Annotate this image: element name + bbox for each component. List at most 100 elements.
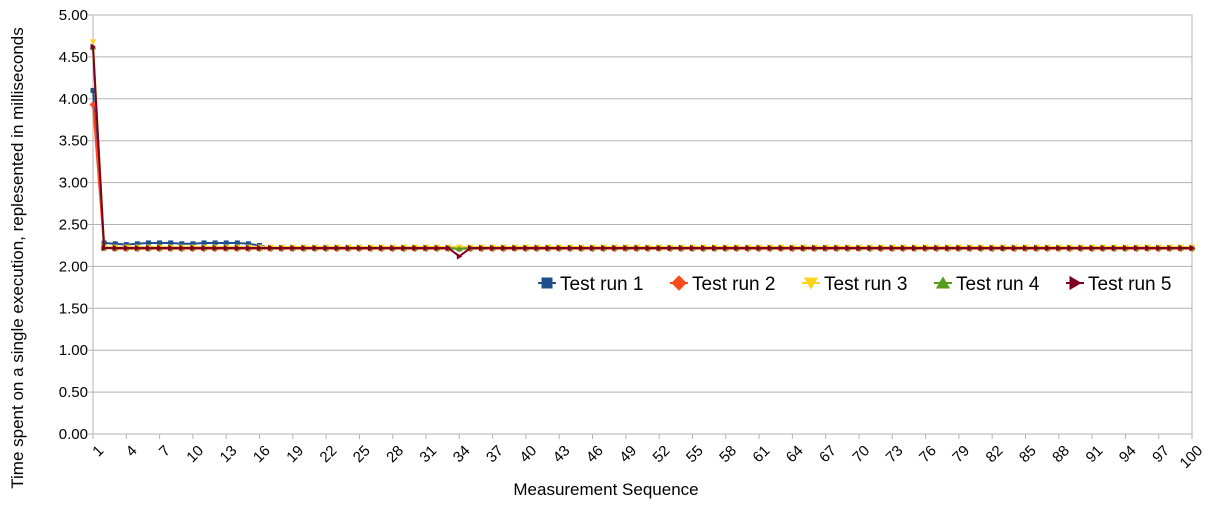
y-tick-label: 5.00 [59, 7, 88, 24]
x-tick-label: 64 [783, 442, 807, 466]
data-point [157, 240, 163, 246]
legend-marker [935, 276, 951, 289]
y-tick-label: 0.50 [59, 384, 88, 401]
x-tick-label: 10 [183, 442, 207, 466]
x-tick-label: 88 [1049, 442, 1073, 466]
y-tick-label: 2.50 [59, 217, 88, 234]
x-tick-label: 43 [550, 442, 574, 466]
data-point [823, 244, 829, 252]
data-point [223, 240, 229, 246]
x-tick-label: 67 [816, 442, 840, 466]
x-tick-label: 49 [616, 442, 640, 466]
data-point [201, 240, 207, 246]
data-point [123, 244, 130, 252]
x-tick-label: 73 [883, 442, 907, 466]
data-point [967, 244, 973, 252]
data-point [212, 244, 219, 252]
legend: Test run 1 Test run 2 Test run 3 Test run 4… [538, 274, 1171, 295]
data-point [223, 244, 230, 252]
x-tick-label: 7 [156, 442, 174, 460]
data-point [423, 244, 430, 252]
data-point [146, 240, 152, 246]
legend-label: Test run 1 [560, 274, 643, 295]
x-tick-label: 85 [1016, 442, 1040, 466]
legend-label: Test run 2 [692, 274, 775, 295]
legend-item: Test run 3 [802, 274, 907, 295]
y-tick-label: 1.50 [59, 300, 88, 317]
data-point [645, 244, 652, 252]
y-tick-label: 2.00 [59, 258, 88, 275]
series-line [92, 104, 1192, 250]
data-point [512, 244, 518, 252]
legend-label: Test run 5 [1088, 274, 1171, 295]
series-3 [89, 39, 1196, 251]
x-tick-label: 76 [916, 442, 940, 466]
legend-item: Test run 1 [538, 274, 643, 295]
data-point [456, 253, 463, 260]
data-point [90, 87, 96, 93]
data-point [656, 244, 663, 252]
legend-marker [1069, 275, 1082, 291]
data-point [479, 244, 485, 252]
data-point [934, 244, 940, 252]
y-tick-label: 3.50 [59, 133, 88, 150]
data-point [89, 101, 97, 109]
data-point [212, 240, 218, 246]
y-gridlines [88, 14, 1192, 435]
series-line [92, 46, 1192, 250]
data-point [112, 244, 119, 252]
x-tick-label: 1 [89, 442, 107, 460]
data-point [778, 244, 785, 252]
data-point [490, 244, 496, 252]
x-tick-label: 34 [450, 442, 474, 466]
x-tick-label: 31 [416, 442, 440, 466]
data-point [989, 244, 996, 252]
x-tick-label: 82 [983, 442, 1007, 466]
data-point [89, 39, 97, 45]
x-tick-label: 55 [683, 442, 707, 466]
data-point [368, 244, 374, 252]
x-tick-label: 13 [217, 442, 241, 466]
legend-marker [803, 277, 819, 290]
y-tick-label: 4.00 [59, 91, 88, 108]
data-point [412, 244, 418, 252]
series-4 [89, 43, 1196, 252]
data-point [190, 244, 196, 252]
x-tick-label: 70 [849, 442, 873, 466]
data-point [678, 244, 685, 252]
data-point [257, 244, 263, 252]
x-tick-label: 52 [650, 442, 674, 466]
x-tick-label: 79 [949, 442, 973, 466]
data-point [179, 241, 185, 247]
data-point [523, 244, 529, 252]
data-point [501, 244, 507, 252]
data-point [945, 244, 951, 252]
x-tick-label: 19 [283, 442, 307, 466]
data-point [701, 244, 707, 252]
data-point [390, 244, 396, 252]
x-tick-label: 91 [1083, 442, 1107, 466]
data-point [1089, 244, 1096, 252]
data-point [1067, 244, 1073, 252]
data-point [923, 244, 929, 252]
data-point [168, 244, 174, 252]
data-point [734, 244, 740, 252]
data-point [956, 244, 962, 252]
data-point [379, 244, 385, 252]
data-point [101, 244, 108, 252]
data-point [279, 244, 285, 252]
data-point [434, 244, 441, 252]
data-point [345, 244, 352, 252]
data-point [556, 244, 563, 252]
data-point [567, 244, 574, 252]
x-tick-label: 94 [1116, 442, 1140, 466]
series-group [89, 39, 1196, 260]
x-tick-label: 4 [123, 442, 141, 460]
x-tick-label: 25 [350, 442, 374, 466]
data-point [612, 244, 618, 252]
data-point [601, 244, 607, 252]
data-point [1156, 244, 1162, 252]
data-point [590, 244, 596, 252]
data-point [1078, 244, 1084, 252]
series-line [92, 41, 1192, 249]
